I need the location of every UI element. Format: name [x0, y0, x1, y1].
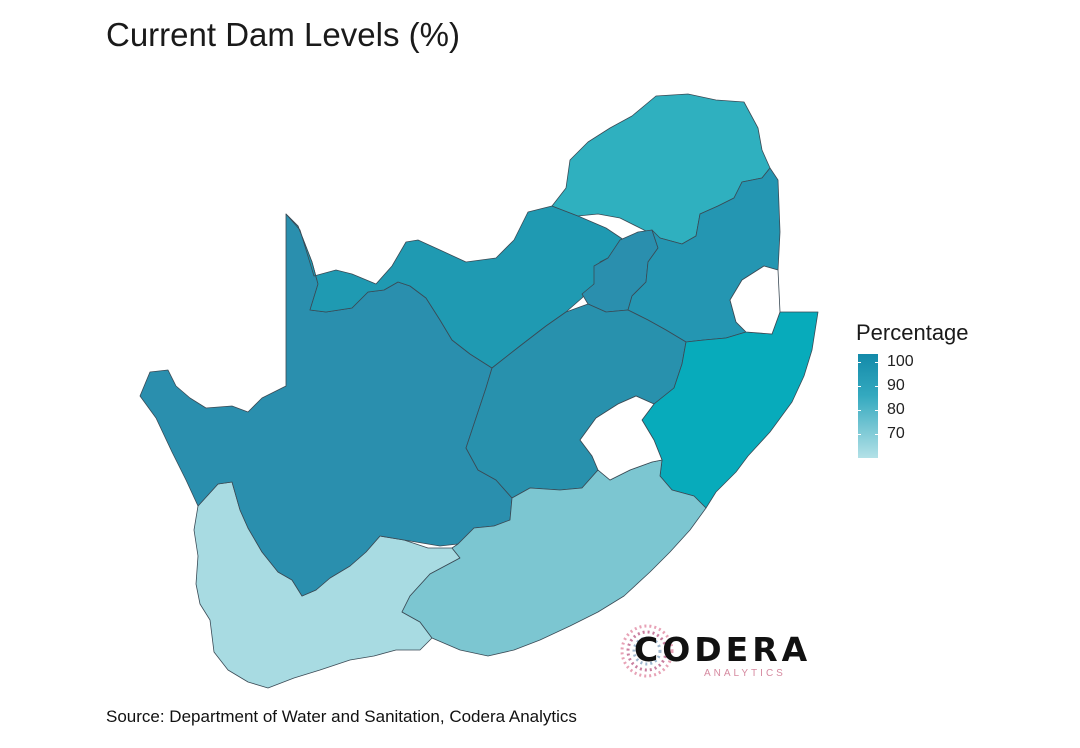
legend-tick-label: 90 [887, 377, 905, 394]
lesotho-outline [579, 395, 663, 481]
map-title: Current Dam Levels (%) [106, 16, 460, 53]
province-north-west[interactable] [285, 205, 625, 369]
legend-tick-label: 70 [887, 425, 905, 442]
legend: Percentage 100 90 80 70 [856, 320, 969, 458]
logo-wordmark: CODERA [634, 630, 812, 669]
logo-mark-icon [620, 624, 674, 678]
legend-scale: 100 90 80 70 [856, 354, 969, 458]
legend-tick-label: 100 [887, 353, 914, 370]
source-note: Source: Department of Water and Sanitati… [106, 707, 577, 726]
logo-subtitle: ANALYTICS [704, 668, 786, 679]
legend-colorbar [858, 354, 878, 458]
legend-tick-label: 80 [887, 401, 905, 418]
codera-logo: CODERA ANALYTICS [618, 620, 807, 684]
eswatini-outline [729, 265, 781, 335]
legend-title: Percentage [856, 320, 969, 345]
